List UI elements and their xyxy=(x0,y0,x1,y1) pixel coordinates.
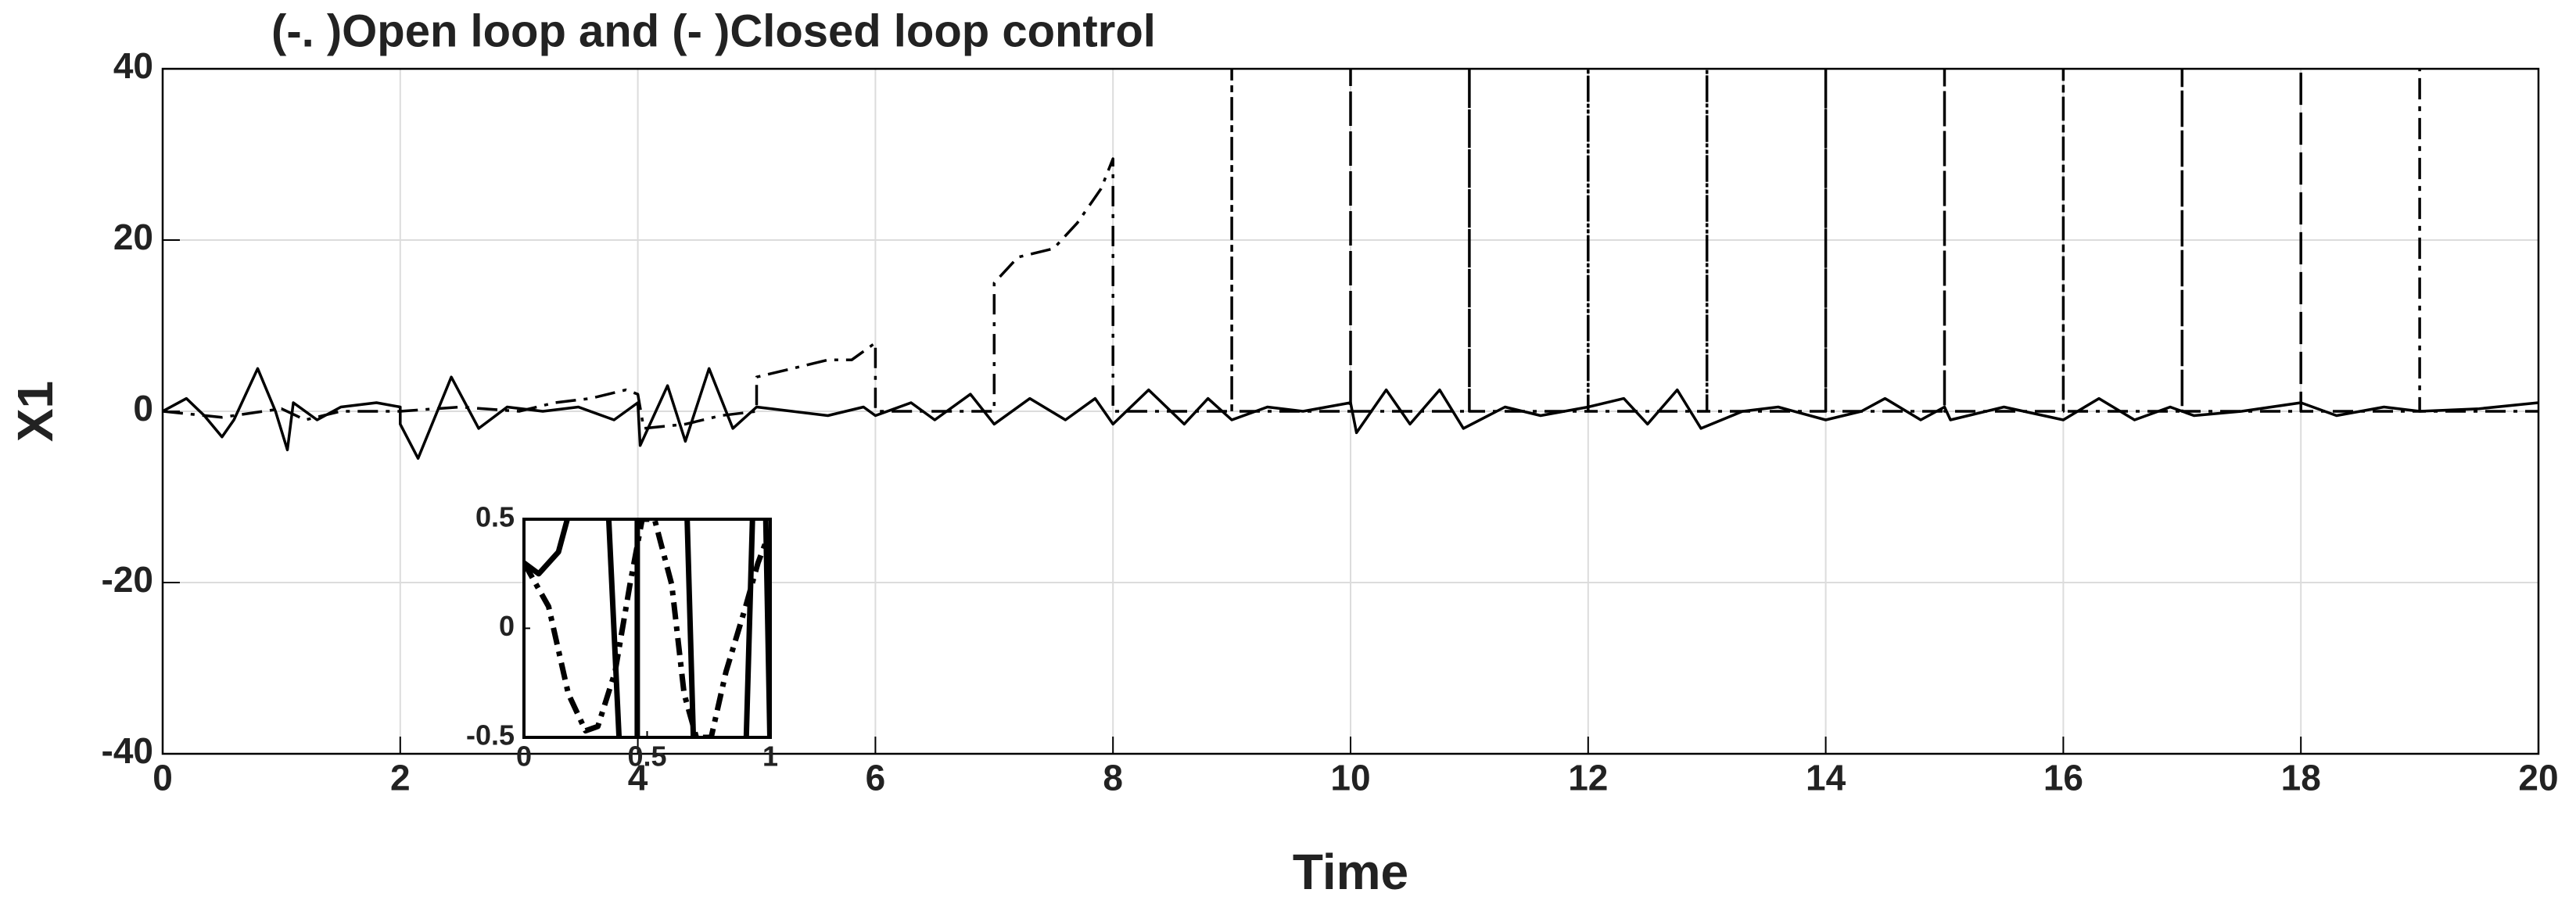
y-axis-label: X1 xyxy=(7,381,63,442)
axes-frame xyxy=(161,67,2540,755)
x-tick-label: 8 xyxy=(1103,758,1123,798)
data-line xyxy=(163,367,2538,460)
plot-area xyxy=(524,519,770,737)
y-tick-label: 40 xyxy=(113,45,153,86)
x-tick-label: 18 xyxy=(2281,758,2321,798)
x-tick-label: 14 xyxy=(1806,758,1846,798)
plot-lines xyxy=(163,69,2538,460)
y-tick-label: -0.5 xyxy=(466,719,515,751)
x-tick-label: 16 xyxy=(2043,758,2083,798)
y-tick-label: 20 xyxy=(113,217,153,257)
chart-title: (-. )Open loop and (- )Closed loop contr… xyxy=(271,5,1156,56)
x-tick-label: 0.5 xyxy=(627,740,666,773)
axes-frame xyxy=(522,518,772,739)
y-tick-label: 0 xyxy=(133,388,153,429)
data-line xyxy=(524,519,770,737)
x-tick-label: 2 xyxy=(390,758,411,798)
y-tick-label: -40 xyxy=(102,730,153,771)
data-line xyxy=(524,519,770,737)
y-tick-label: -20 xyxy=(102,559,153,600)
y-tick-label: 0 xyxy=(499,610,515,642)
x-tick-label: 1 xyxy=(762,740,778,773)
x-tick-label: 0 xyxy=(516,740,532,773)
x-tick-label: 10 xyxy=(1330,758,1370,798)
data-line xyxy=(163,69,2538,430)
x-tick-label: 20 xyxy=(2518,758,2558,798)
x-tick-label: 12 xyxy=(1568,758,1608,798)
x-tick-label: 0 xyxy=(152,758,173,798)
x-tick-label: 6 xyxy=(866,758,886,798)
x-tick-label: 4 xyxy=(628,758,648,798)
plot-lines xyxy=(524,519,770,737)
x-axis-label: Time xyxy=(1293,844,1408,900)
y-tick-label: 0.5 xyxy=(475,501,515,533)
